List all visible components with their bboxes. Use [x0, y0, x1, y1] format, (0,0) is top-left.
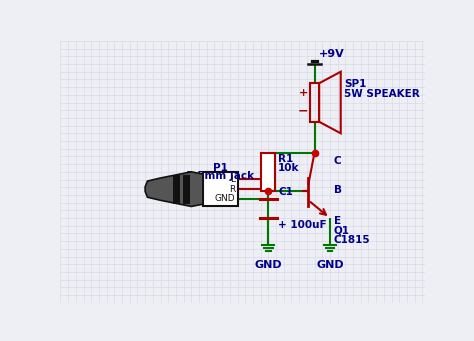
Polygon shape — [145, 172, 203, 206]
Text: P1: P1 — [213, 163, 228, 173]
Text: GND: GND — [316, 261, 344, 270]
Text: GND: GND — [215, 194, 235, 203]
Text: Q1: Q1 — [334, 226, 350, 236]
Bar — [261, 152, 275, 191]
Text: SP1: SP1 — [344, 79, 366, 89]
Text: R: R — [229, 184, 235, 194]
Text: B: B — [334, 184, 342, 194]
Bar — [310, 83, 319, 122]
Text: −: − — [298, 104, 309, 117]
Text: C1: C1 — [278, 187, 293, 197]
Text: 5W SPEAKER: 5W SPEAKER — [344, 89, 419, 100]
Text: 10k: 10k — [278, 163, 299, 173]
Text: C: C — [334, 157, 341, 166]
Text: L: L — [230, 175, 235, 184]
Text: 3.5mm Jack: 3.5mm Jack — [186, 171, 254, 181]
Text: + 100uF: + 100uF — [278, 220, 327, 229]
Text: GND: GND — [255, 261, 282, 270]
Text: E: E — [334, 217, 341, 226]
Bar — [203, 172, 237, 206]
Text: R1: R1 — [278, 154, 293, 164]
Text: C1815: C1815 — [334, 235, 370, 245]
Text: +9V: +9V — [319, 49, 344, 59]
Text: +: + — [299, 88, 309, 98]
